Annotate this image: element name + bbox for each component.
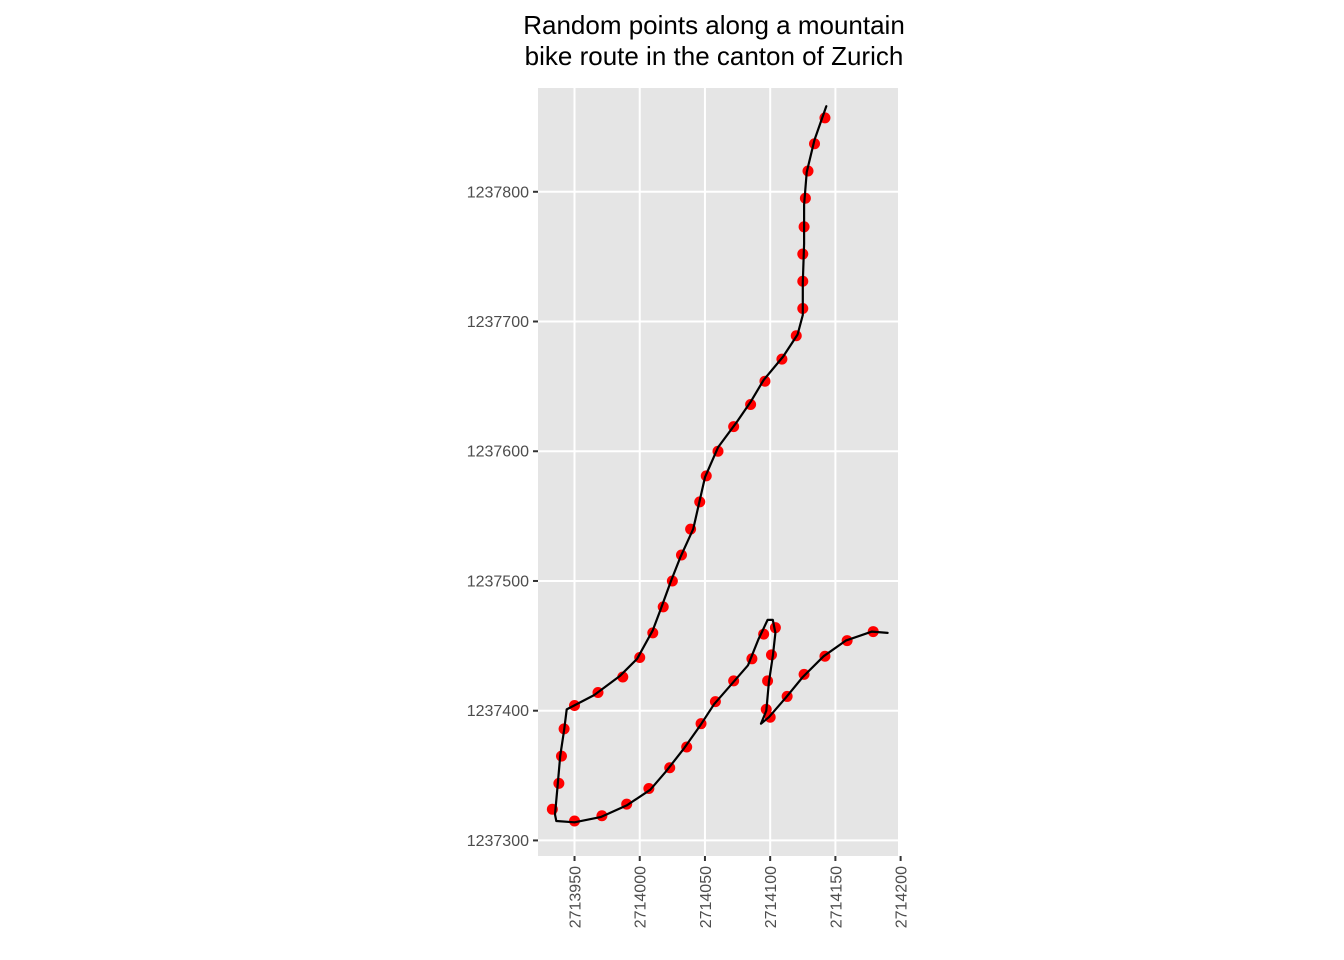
x-tick-label: 2714200	[894, 866, 911, 928]
x-axis: 2713950 2714000 2714050 2714100 2714150 27142…	[568, 856, 911, 928]
route-line	[553, 105, 889, 824]
route-point	[569, 815, 581, 827]
route-point	[758, 628, 770, 640]
route-point	[617, 671, 629, 683]
x-tick-label: 2713950	[568, 866, 585, 928]
plot-panel-background	[538, 88, 898, 856]
x-tick-label: 2714100	[763, 866, 780, 928]
route-point	[762, 675, 774, 687]
chart-title-line-1: Random points along a mountain	[523, 10, 905, 40]
x-tick-label: 2714150	[828, 866, 845, 928]
x-tick-label: 2714000	[633, 866, 650, 928]
y-tick-label: 1237300	[467, 833, 529, 850]
y-tick-label: 1237500	[467, 573, 529, 590]
chart-title-line-2: bike route in the canton of Zurich	[524, 41, 904, 71]
chart-title: Random points along a mountain bike rout…	[414, 10, 1014, 72]
x-tick-label: 2714050	[698, 866, 715, 928]
y-tick-label: 1237400	[467, 703, 529, 720]
y-axis: 1237300 1237400 1237500 1237600 1237700 12378…	[467, 184, 538, 850]
y-tick-label: 1237600	[467, 444, 529, 461]
y-tick-label: 1237700	[467, 314, 529, 331]
grid-lines	[538, 88, 902, 856]
y-tick-label: 1237800	[467, 184, 529, 201]
route-point	[555, 750, 567, 762]
